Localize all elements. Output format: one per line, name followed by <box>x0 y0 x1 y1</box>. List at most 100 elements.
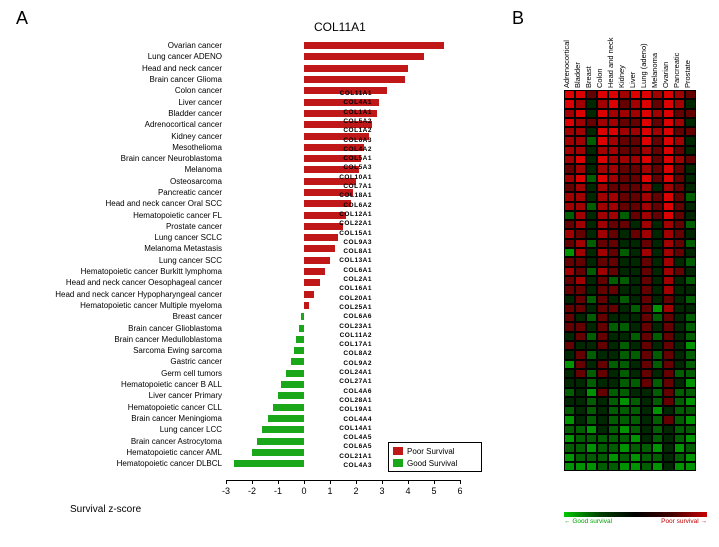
heatmap-cell <box>586 397 597 406</box>
bar-label: Hematopoietic cancer Burkitt lymphoma <box>81 267 222 276</box>
heatmap-cell <box>586 136 597 145</box>
heatmap-cell <box>564 127 575 136</box>
heatmap-cell <box>674 369 685 378</box>
heatmap-cell <box>663 211 674 220</box>
heatmap-cell <box>641 118 652 127</box>
barchart-xaxis: -3-2-10123456 <box>226 480 460 510</box>
heatmap-cell <box>575 332 586 341</box>
heatmap-cell <box>619 341 630 350</box>
heatmap-cell <box>630 406 641 415</box>
heatmap-cell <box>674 220 685 229</box>
heatmap-cell <box>674 406 685 415</box>
heatmap-cell <box>564 155 575 164</box>
heatmap-cell <box>685 155 696 164</box>
heatmap-row-label: COL4A3 <box>343 462 372 469</box>
heatmap-cell <box>685 378 696 387</box>
heatmap-cell <box>564 202 575 211</box>
heatmap-cell <box>575 369 586 378</box>
heatmap-cell <box>597 174 608 183</box>
heatmap-row-label: COL10A1 <box>339 174 372 181</box>
heatmap-cell <box>652 322 663 331</box>
heatmap-row-label: COL5A3 <box>343 164 372 171</box>
heatmap-cell <box>630 155 641 164</box>
heatmap-cell <box>630 369 641 378</box>
heatmap-row-label: COL24A1 <box>339 369 372 376</box>
heatmap-cell <box>641 397 652 406</box>
heatmap-cell <box>663 415 674 424</box>
heatmap-cell <box>575 155 586 164</box>
heatmap-cell <box>564 285 575 294</box>
heatmap-cell <box>663 462 674 471</box>
heatmap-cell <box>586 109 597 118</box>
heatmap-cell <box>597 183 608 192</box>
heatmap-cell <box>575 248 586 257</box>
heatmap-cell <box>608 443 619 452</box>
heatmap-cell <box>575 415 586 424</box>
bar-label: Hematopoietic cancer FL <box>133 211 222 220</box>
heatmap-cell <box>663 136 674 145</box>
heatmap-row-label: COL4A4 <box>343 416 372 423</box>
heatmap-col-header: Kidney <box>617 65 626 88</box>
heatmap-col-header: Liver <box>628 72 637 88</box>
bar-label: Hematopoietic cancer CLL <box>128 403 222 412</box>
heatmap-cell <box>685 388 696 397</box>
heatmap-cell <box>663 313 674 322</box>
heatmap-cell <box>597 257 608 266</box>
heatmap-cell <box>641 239 652 248</box>
heatmap-cell <box>652 406 663 415</box>
heatmap-cell <box>674 267 685 276</box>
heatmap-row-label: COL12A1 <box>339 211 372 218</box>
heatmap-cell <box>663 369 674 378</box>
bar <box>304 223 343 230</box>
heatmap-cell <box>586 462 597 471</box>
heatmap-cell <box>586 127 597 136</box>
bar-label: Melanoma <box>185 165 222 174</box>
heatmap-cell <box>663 434 674 443</box>
heatmap-cell <box>608 425 619 434</box>
heatmap-cell <box>586 322 597 331</box>
heatmap-cell <box>641 425 652 434</box>
heatmap-cell <box>630 257 641 266</box>
heatmap-cell <box>586 211 597 220</box>
heatmap-cell <box>630 90 641 99</box>
heatmap-cell <box>586 118 597 127</box>
heatmap-cell <box>564 388 575 397</box>
heatmap-cell <box>674 136 685 145</box>
heatmap-cell <box>608 295 619 304</box>
heatmap-cell <box>564 267 575 276</box>
heatmap-cell <box>641 378 652 387</box>
heatmap-cell <box>608 211 619 220</box>
bar-label: Adrenocortical cancer <box>145 120 222 129</box>
bar-label: Ovarian cancer <box>168 41 222 50</box>
heatmap-cell <box>575 164 586 173</box>
bar-label: Pancreatic cancer <box>158 188 222 197</box>
heatmap-row-label: COL11A2 <box>340 332 372 339</box>
heatmap-cell <box>674 202 685 211</box>
heatmap-cell <box>663 295 674 304</box>
bar <box>281 381 304 388</box>
heatmap-cell <box>674 304 685 313</box>
heatmap-cell <box>575 453 586 462</box>
bar <box>304 257 330 264</box>
heatmap-cell <box>641 174 652 183</box>
heatmap-cell <box>641 109 652 118</box>
heatmap-row-label: COL6A1 <box>343 267 372 274</box>
heatmap-cell <box>663 174 674 183</box>
heatmap-cell <box>641 229 652 238</box>
heatmap-cell <box>652 267 663 276</box>
heatmap-cell <box>685 146 696 155</box>
heatmap-cell <box>630 220 641 229</box>
heatmap-cell <box>608 202 619 211</box>
heatmap-cell <box>674 425 685 434</box>
heatmap-cell <box>619 202 630 211</box>
heatmap-row-label: COL4A2 <box>343 146 372 153</box>
heatmap-cell <box>575 267 586 276</box>
heatmap-cell <box>608 378 619 387</box>
heatmap-cell <box>619 453 630 462</box>
heatmap-cell <box>586 202 597 211</box>
heatmap-row-label: COL8A1 <box>343 248 372 255</box>
heatmap-cell <box>564 118 575 127</box>
heatmap-col-header: Breast <box>584 66 593 88</box>
heatmap-cell <box>663 183 674 192</box>
heatmap-cell <box>641 443 652 452</box>
